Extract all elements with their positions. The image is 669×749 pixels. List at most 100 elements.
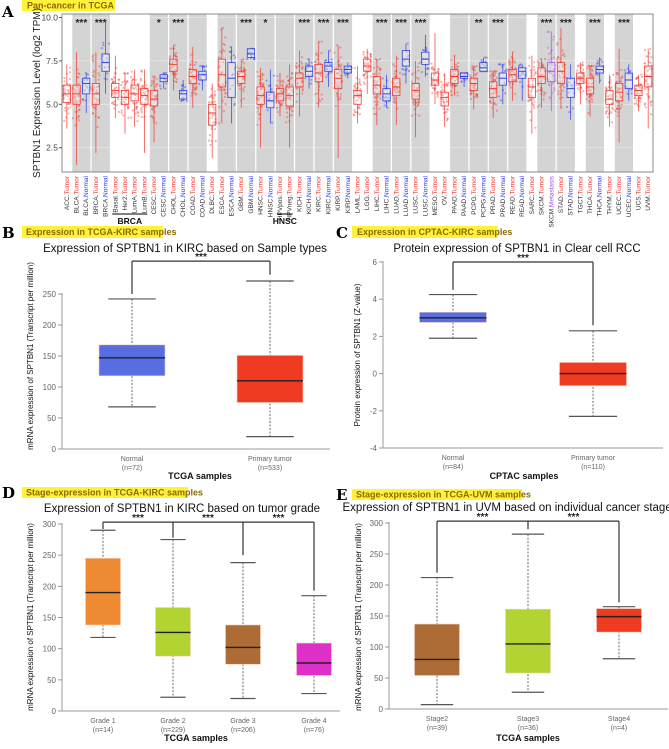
data-point xyxy=(433,82,437,85)
shaded-band xyxy=(469,14,488,172)
data-point xyxy=(91,104,94,107)
data-point xyxy=(208,96,211,99)
data-point xyxy=(181,84,184,87)
y-tick-label: 0 xyxy=(52,707,57,716)
y-tick-label: 100 xyxy=(43,645,57,654)
data-point xyxy=(509,69,512,73)
data-point xyxy=(91,55,94,59)
category-PRAD.Tumor xyxy=(488,70,499,119)
data-point xyxy=(442,98,445,101)
data-point xyxy=(78,108,81,111)
data-point xyxy=(267,84,271,88)
data-point xyxy=(122,100,125,103)
data-point xyxy=(184,86,187,89)
data-point xyxy=(113,91,117,94)
data-point xyxy=(151,94,154,97)
data-point xyxy=(242,66,245,69)
data-point xyxy=(76,94,79,97)
data-point xyxy=(339,96,342,99)
data-point xyxy=(416,102,419,105)
x-tick-label-prefix: LIHC. xyxy=(374,194,381,211)
data-point xyxy=(154,95,157,99)
data-point xyxy=(231,73,235,76)
category-COAD.Normal xyxy=(198,64,208,91)
data-point xyxy=(243,85,246,89)
x-tick-label-kind: Normal xyxy=(568,175,575,197)
significance-label: *** xyxy=(477,512,489,523)
y-tick-label: 2.5 xyxy=(46,143,58,153)
x-tick-label-kind: Tumor xyxy=(374,175,381,194)
data-point xyxy=(287,79,290,82)
data-point xyxy=(122,86,125,89)
data-point xyxy=(154,85,157,88)
data-point xyxy=(533,68,536,71)
data-point xyxy=(619,77,623,80)
x-tick-label: BRCA.Normal xyxy=(103,175,110,216)
data-point xyxy=(644,106,647,109)
y-tick-label: 300 xyxy=(43,520,57,529)
data-point xyxy=(64,106,67,110)
data-point xyxy=(576,87,579,90)
data-point xyxy=(610,121,614,124)
data-point xyxy=(338,64,341,68)
data-point xyxy=(142,84,145,87)
data-point xyxy=(450,91,453,94)
y-tick-label: 250 xyxy=(43,551,57,560)
data-point xyxy=(190,79,193,82)
data-point xyxy=(262,73,265,76)
data-point xyxy=(65,89,68,92)
data-point xyxy=(280,103,283,106)
data-point xyxy=(135,106,138,109)
data-point xyxy=(140,108,143,112)
panel-d-letter: D xyxy=(2,484,15,502)
data-point xyxy=(417,69,420,72)
data-point xyxy=(445,101,448,104)
data-point xyxy=(257,90,260,93)
data-point xyxy=(330,71,333,74)
data-point xyxy=(223,88,226,91)
data-point xyxy=(435,81,439,85)
significance-label: *** xyxy=(376,18,388,29)
x-tick-label-kind: Tumor xyxy=(451,175,458,194)
data-point xyxy=(321,98,324,101)
data-point xyxy=(563,55,566,58)
data-point xyxy=(140,111,144,114)
data-point xyxy=(473,83,476,86)
data-point xyxy=(77,105,80,108)
data-point xyxy=(131,109,134,112)
data-point xyxy=(512,60,515,63)
panel-c-letter: C xyxy=(336,224,348,242)
data-point xyxy=(441,98,445,101)
category-LUSC.Normal xyxy=(420,34,430,77)
data-point xyxy=(137,111,140,115)
data-point xyxy=(63,80,66,83)
data-point xyxy=(416,65,420,69)
shaded-band xyxy=(508,14,527,172)
data-point xyxy=(405,50,408,53)
data-point xyxy=(136,90,139,93)
data-point xyxy=(392,98,396,101)
x-tick-label-kind: Normal xyxy=(597,175,604,197)
data-point xyxy=(336,44,339,47)
data-point xyxy=(534,126,537,129)
data-point xyxy=(136,110,139,113)
data-point xyxy=(272,74,276,77)
x-tick-label-prefix: THCA. xyxy=(587,194,594,214)
data-point xyxy=(556,56,560,59)
data-point xyxy=(513,61,516,64)
box-Grade 2 xyxy=(155,538,191,698)
data-point xyxy=(612,73,615,76)
data-point xyxy=(190,53,193,56)
data-point xyxy=(335,73,339,76)
x-tick-label-prefix: CHOL. xyxy=(180,197,187,217)
data-point xyxy=(136,101,139,104)
data-point xyxy=(445,100,449,103)
data-point xyxy=(511,69,515,72)
data-point xyxy=(449,84,452,87)
data-point xyxy=(174,74,177,77)
data-point xyxy=(442,100,445,103)
data-point xyxy=(366,67,369,70)
y-tick-label: 100 xyxy=(43,383,57,392)
category-LUAD.Tumor xyxy=(391,55,402,126)
data-point xyxy=(471,83,474,86)
